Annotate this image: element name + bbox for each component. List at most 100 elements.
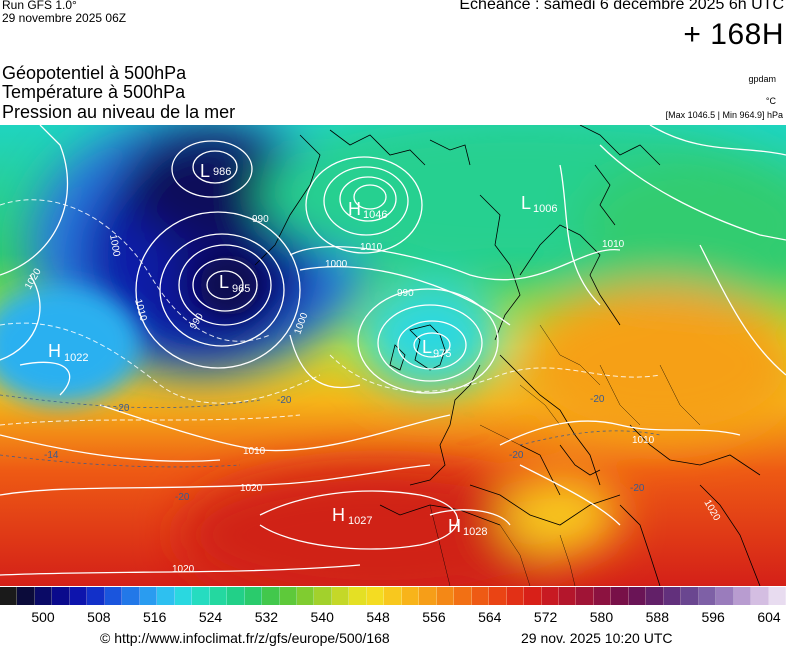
pressure-centers: L 986 H 1046 L 1006 L 965 H 1022 L 975 H…: [48, 161, 557, 538]
colorbar-swatch: [401, 587, 420, 605]
pressure-center-symbol: L: [219, 272, 229, 292]
colorbar-swatch: [419, 587, 437, 605]
temperature-label: -14: [44, 450, 59, 461]
colorbar-tick-label: 604: [757, 609, 781, 625]
colorbar-tick-label: 548: [366, 609, 390, 625]
forecast-horizon: + 168H: [683, 18, 784, 51]
layer-temperature-label: Température à 500hPa: [2, 82, 186, 102]
colorbar-swatch: [611, 587, 629, 605]
temperature-labels: -20 -20 -20 -20 -14 -20 -20: [44, 394, 645, 503]
colorbar-swatch: [733, 587, 752, 605]
colorbar-tick-label: 588: [645, 609, 669, 625]
colorbar-swatch: [698, 587, 717, 605]
colorbar-tick-label: 516: [143, 609, 167, 625]
colorbar-tick-label: 532: [254, 609, 279, 625]
colorbar-tick-label: 524: [198, 609, 223, 625]
colorbar-swatch: [768, 587, 786, 605]
colorbar-swatch: [471, 587, 490, 605]
colorbar-swatch: [524, 587, 542, 605]
colorbar-tick-label: 580: [589, 609, 614, 625]
colorbar-swatch: [751, 587, 769, 605]
colorbar-tick-label: 500: [31, 609, 55, 625]
colorbar-tick-label: 508: [87, 609, 111, 625]
layer-pressure-label: Pression au niveau de la mer: [2, 102, 236, 122]
isobar-label: 990: [397, 288, 414, 299]
isobar-label: 1020: [240, 483, 263, 494]
temperature-label: -20: [630, 483, 645, 494]
temperature-label: -20: [175, 492, 190, 503]
colorbar-tick-label: 564: [478, 609, 502, 625]
colorbar-swatch: [209, 587, 228, 605]
isobar-label: 1000: [325, 259, 348, 270]
unit-geopotential: gpdam: [748, 74, 776, 84]
temperature-field: [0, 125, 786, 586]
colorbar-swatch: [69, 587, 88, 605]
pressure-center-symbol: L: [422, 337, 432, 357]
layer-geopotential-label: Géopotentiel à 500hPa: [2, 63, 187, 83]
colorbar-swatch: [436, 587, 455, 605]
colorbar-swatch: [279, 587, 297, 605]
colorbar-swatch: [34, 587, 53, 605]
colorbar-swatch: [454, 587, 472, 605]
pressure-center-value: 1022: [64, 352, 88, 364]
temperature-lines: [0, 394, 661, 468]
colorbar-swatch: [314, 587, 332, 605]
pressure-min-max: [Max 1046.5 | Min 964.9] hPa: [665, 110, 783, 120]
colorbar-tick-label: 596: [701, 609, 725, 625]
colorbar-swatch: [349, 587, 367, 605]
colorbar-swatch: [663, 587, 682, 605]
temperature-label: -20: [115, 403, 130, 414]
run-label: Run GFS 1.0°: [2, 0, 77, 12]
colorbar-swatch: [192, 587, 210, 605]
colorbar-tick-label: 540: [310, 609, 334, 625]
colorbar-swatch: [104, 587, 123, 605]
pressure-center-value: 986: [213, 166, 231, 178]
temperature-label: -20: [590, 394, 605, 405]
copyright-link[interactable]: © http://www.infoclimat.fr/z/gfs/europe/…: [100, 630, 390, 646]
generated-date: 29 nov. 2025 10:20 UTC: [521, 630, 673, 646]
colorbar-swatch: [157, 587, 175, 605]
colorbar-swatch: [681, 587, 699, 605]
pressure-center-symbol: H: [348, 199, 361, 219]
pressure-center-value: 1006: [533, 203, 557, 215]
temperature-label: -20: [509, 450, 524, 461]
colorbar-swatch: [593, 587, 612, 605]
temperature-label: -20: [277, 395, 292, 406]
pressure-center-symbol: H: [332, 505, 345, 525]
colorbar-swatch: [262, 587, 280, 605]
colorbar-swatch: [87, 587, 105, 605]
unit-temperature: °C: [765, 96, 776, 106]
colorbar-swatch: [559, 587, 577, 605]
colorbar-swatch: [384, 587, 402, 605]
colorbar-swatch: [174, 587, 193, 605]
pressure-center-value: 1046: [363, 209, 387, 221]
isobar-label: 1010: [243, 446, 266, 457]
colorbar-swatch: [506, 587, 525, 605]
pressure-center-value: 1028: [463, 526, 487, 538]
colorbar-tick-label: 556: [422, 609, 446, 625]
colorbar-swatch: [489, 587, 507, 605]
forecast-valid-time: Echéance : samedi 6 décembre 2025 6h UTC: [459, 0, 784, 13]
colorbar-swatch: [576, 587, 594, 605]
geopotential-lines: [0, 199, 661, 426]
isobar-label: 1000: [107, 234, 122, 258]
colorbar-tick-label: 572: [533, 609, 558, 625]
colorbar-swatch: [628, 587, 647, 605]
pressure-center-symbol: H: [48, 341, 61, 361]
colorbar-swatch: [227, 587, 245, 605]
colorbar-swatch: [0, 587, 18, 605]
isobar-label: 1010: [602, 239, 625, 250]
isobar-label: 990: [252, 214, 269, 225]
pressure-center-symbol: L: [200, 161, 210, 181]
colorbar: [0, 587, 786, 605]
colorbar-swatch: [331, 587, 350, 605]
weather-map: L 986 H 1046 L 1006 L 965 H 1022 L 975 H…: [0, 125, 786, 586]
isobar-label: 1010: [632, 435, 655, 446]
colorbar-swatch: [716, 587, 734, 605]
run-date: 29 novembre 2025 06Z: [2, 11, 127, 25]
colorbar-swatch: [244, 587, 263, 605]
isobar-label: 1020: [172, 564, 195, 575]
colorbar-swatch: [122, 587, 140, 605]
colorbar-swatch: [366, 587, 385, 605]
pressure-center-value: 965: [232, 283, 250, 295]
